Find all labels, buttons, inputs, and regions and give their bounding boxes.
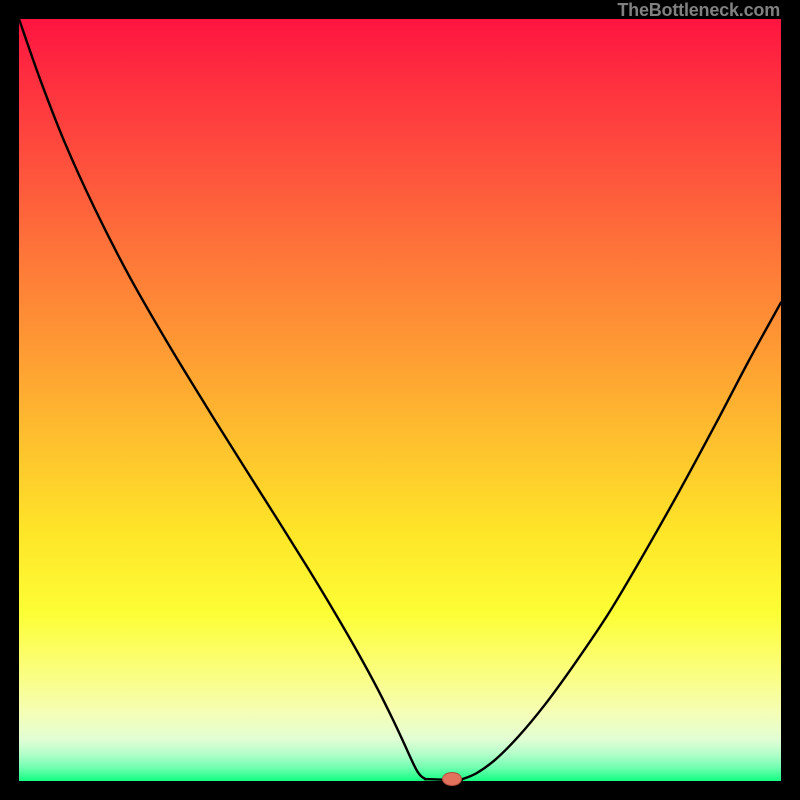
plot-area (19, 19, 781, 781)
bottleneck-curve (19, 19, 781, 781)
chart-container: TheBottleneck.com (0, 0, 800, 800)
border-left (0, 0, 19, 800)
watermark-text: TheBottleneck.com (617, 0, 780, 21)
trough-marker (442, 772, 462, 786)
border-right (781, 0, 800, 800)
border-bottom (0, 781, 800, 800)
